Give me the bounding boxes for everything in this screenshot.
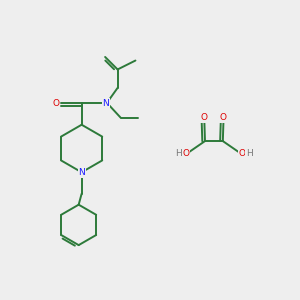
Text: N: N: [78, 168, 85, 177]
Text: N: N: [102, 99, 109, 108]
Text: O: O: [182, 149, 189, 158]
Text: H: H: [175, 149, 181, 158]
Text: O: O: [220, 113, 227, 122]
Text: O: O: [52, 99, 60, 108]
Text: O: O: [201, 113, 208, 122]
Text: H: H: [246, 149, 253, 158]
Text: O: O: [238, 149, 246, 158]
